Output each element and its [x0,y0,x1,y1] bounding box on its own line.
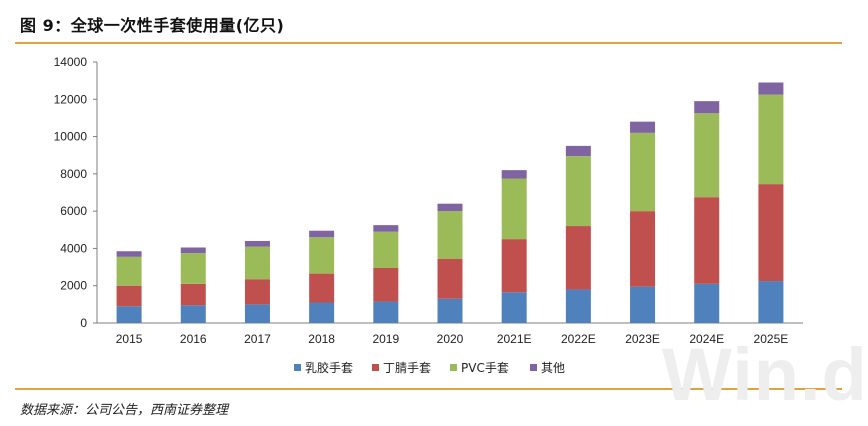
bar-segment [180,283,206,306]
bar-segment [630,132,656,212]
y-tick-label: 2000 [60,279,87,293]
y-tick-label: 4000 [60,241,87,255]
bar-segment [373,225,399,232]
x-tick-label: 2016 [180,332,207,346]
legend-swatch [530,364,537,371]
bar-segment [116,251,142,257]
legend: 乳胶手套 丁腈手套 PVC手套 其他 [294,360,565,375]
legend-label: 其他 [541,361,565,375]
bar-segment [694,283,720,323]
x-tick-label: 2015 [116,332,143,346]
x-tick-label: 2024E [689,332,724,346]
bar-segment [244,279,270,305]
bar-segment [373,231,399,268]
bar-segment [565,156,591,227]
bar-segment [501,170,527,179]
bars [116,82,784,323]
bar-segment [373,268,399,302]
x-tick-label: 2023E [625,332,660,346]
x-tick-label: 2025E [754,332,789,346]
bar-segment [437,258,463,299]
bar-segment [501,178,527,240]
x-tick-label: 2021E [497,332,532,346]
bar-segment [309,273,335,303]
bar-segment [501,292,527,323]
bar-segment [309,302,335,323]
y-tick-label: 10000 [54,130,88,144]
bar-segment [244,240,270,247]
bar-segment [437,211,463,259]
x-tick-label: 2022E [561,332,596,346]
bar-segment [694,101,720,114]
bar-segment [373,301,399,323]
bar-segment [630,211,656,287]
bar-segment [758,281,784,323]
y-tick-label: 8000 [60,167,87,181]
legend-label: PVC手套 [461,361,509,375]
bar-segment [437,203,463,212]
legend-swatch [372,364,379,371]
bar-segment [630,286,656,323]
y-tick-label: 0 [80,316,87,330]
bar-segment [758,184,784,282]
bar-segment [565,289,591,323]
bar-segment [694,197,720,284]
legend-swatch [294,364,301,371]
bar-segment [309,230,335,238]
bar-segment [180,247,206,254]
y-tick-label: 14000 [54,55,88,69]
x-tick-label: 2019 [372,332,399,346]
bar-segment [501,239,527,293]
x-tick-label: 2018 [308,332,335,346]
bar-segment [630,121,656,133]
bar-segment [565,145,591,157]
bar-segment [694,113,720,198]
x-axis-tick-labels: 2015 2016 2017 2018 2019 2020 2021E 2022E 2023E 2… [116,332,789,346]
legend-label: 丁腈手套 [383,361,431,375]
y-tick-label: 6000 [60,204,87,218]
bar-segment [309,237,335,274]
legend-label: 乳胶手套 [305,360,353,375]
bar-segment [116,256,142,286]
bar-segment [758,94,784,185]
y-tick-label: 12000 [54,92,88,106]
bar-segment [565,226,591,290]
bar-segment [437,298,463,323]
bar-segment [116,306,142,323]
y-axis-ticks: 0 2000 4000 6000 8000 10000 12000 14000 [54,55,97,330]
x-tick-label: 2017 [244,332,271,346]
bar-segment [116,285,142,307]
bar-segment [180,253,206,284]
figure-title: 图 9：全球一次性手套使用量(亿只) [20,16,285,35]
legend-swatch [450,364,457,371]
x-tick-label: 2020 [437,332,464,346]
watermark-logo: Win.d [662,333,868,416]
bar-segment [180,305,206,323]
source-note: 数据来源：公司公告，西南证券整理 [20,403,229,418]
bar-segment [244,304,270,323]
bar-segment [758,82,784,95]
bar-segment [244,246,270,280]
top-divider [15,42,842,44]
bottom-divider [15,388,842,390]
